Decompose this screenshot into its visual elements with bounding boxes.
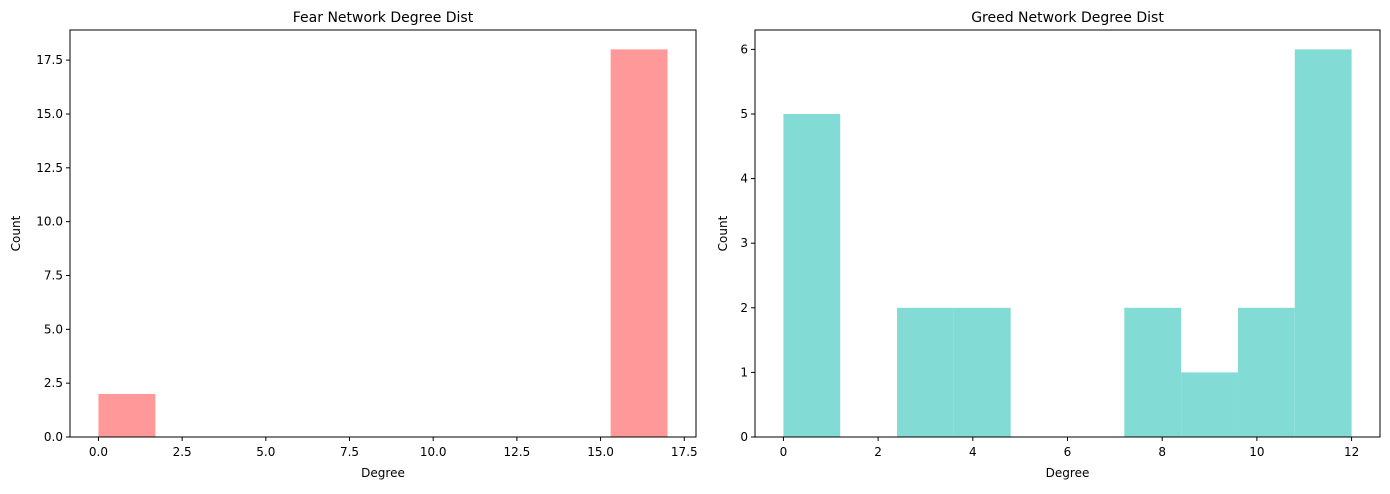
y-tick-label: 1 <box>740 365 748 379</box>
x-axis-label: Degree <box>361 466 405 480</box>
histogram-bar <box>98 393 156 437</box>
histogram-bar <box>783 113 841 437</box>
histogram-bar <box>897 307 954 437</box>
x-tick-label: 17.5 <box>671 445 698 459</box>
y-tick-label: 17.5 <box>36 53 63 67</box>
x-tick-label: 6 <box>1064 445 1072 459</box>
x-tick-label: 0.0 <box>89 445 108 459</box>
histogram-bar <box>1237 307 1295 437</box>
x-tick-label: 7.5 <box>340 445 359 459</box>
y-axis-label: Count <box>9 215 23 251</box>
histogram-bar <box>1181 372 1238 437</box>
histogram-bar <box>1124 307 1182 437</box>
histogram-bar <box>610 49 668 437</box>
y-axis-label: Count <box>716 215 730 251</box>
chart-title: Greed Network Degree Dist <box>971 10 1164 26</box>
x-tick-label: 8 <box>1158 445 1166 459</box>
x-tick-label: 10 <box>1249 445 1264 459</box>
y-tick-label: 10.0 <box>36 215 63 229</box>
y-tick-label: 3 <box>740 236 748 250</box>
y-tick-label: 5 <box>740 107 748 121</box>
y-tick-label: 2 <box>740 301 748 315</box>
y-tick-label: 4 <box>740 172 748 186</box>
x-tick-label: 2 <box>874 445 882 459</box>
x-tick-label: 4 <box>969 445 977 459</box>
chart-1: 0.0 2.5 5.0 7.5 10.0 12.5 15.0 17.5 0.0 2.5 5.0 7.5… <box>9 10 698 480</box>
axes-frame <box>69 29 697 438</box>
x-tick-label: 2.5 <box>173 445 192 459</box>
y-tick-label: 2.5 <box>44 376 63 390</box>
y-tick-label: 0.0 <box>44 430 63 444</box>
y-tick-label: 6 <box>740 42 748 56</box>
x-tick-label: 0 <box>780 445 788 459</box>
x-tick-label: 12.5 <box>504 445 531 459</box>
x-tick-label: 10.0 <box>420 445 447 459</box>
x-tick-label: 5.0 <box>256 445 275 459</box>
y-tick-label: 12.5 <box>36 161 63 175</box>
histogram-bar <box>953 307 1011 437</box>
x-axis-label: Degree <box>1046 466 1090 480</box>
y-tick-label: 0 <box>740 430 748 444</box>
x-tick-label: 15.0 <box>587 445 614 459</box>
y-tick-label: 5.0 <box>44 322 63 336</box>
x-tick-label: 12 <box>1344 445 1359 459</box>
y-tick-label: 15.0 <box>36 107 63 121</box>
chart-title: Fear Network Degree Dist <box>293 10 474 26</box>
y-tick-label: 7.5 <box>44 268 63 282</box>
histogram-bar <box>1294 49 1352 437</box>
